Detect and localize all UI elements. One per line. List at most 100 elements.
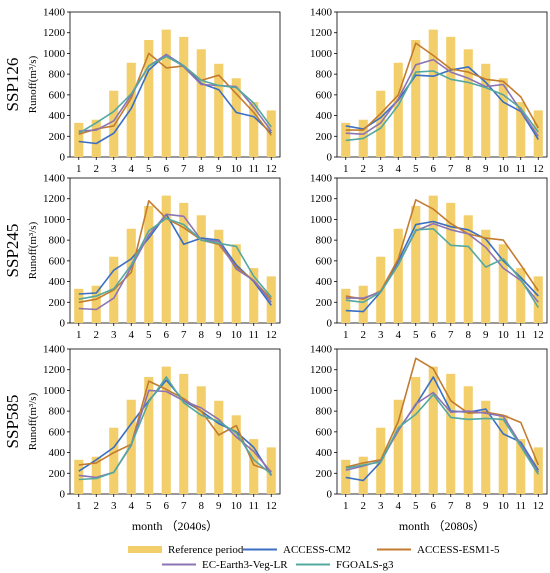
bar-reference-m11 <box>516 439 526 494</box>
line-fgoals-g3 <box>345 393 539 475</box>
x-tick-label: 2 <box>94 329 100 341</box>
y-tick-label: 200 <box>316 131 333 143</box>
x-tick-label: 5 <box>146 329 152 341</box>
bar-reference-m5 <box>411 205 421 323</box>
x-tick-label: 3 <box>111 500 117 512</box>
bar-reference-m8 <box>196 386 206 494</box>
y-tick-label: 1400 <box>310 344 333 356</box>
bar-reference-m5 <box>144 205 154 323</box>
bar-reference-m2 <box>91 456 101 494</box>
bar-reference-m3 <box>109 90 119 157</box>
x-tick-label: 5 <box>413 329 419 341</box>
x-tick-label: 4 <box>396 163 402 175</box>
x-tick-label: 1 <box>343 500 349 512</box>
bar-reference-m4 <box>393 399 403 494</box>
bar-reference-m8 <box>196 49 206 157</box>
y-tick-label: 600 <box>316 255 333 267</box>
x-tick-label: 3 <box>111 163 117 175</box>
bar-reference-m2 <box>91 285 101 323</box>
bar-reference-m10 <box>498 78 508 157</box>
bar-reference-m1 <box>74 288 84 323</box>
y-tick-label: 800 <box>316 406 333 418</box>
y-tick-label: 0 <box>327 152 333 164</box>
x-tick-label: 10 <box>231 329 243 341</box>
x-tick-label: 12 <box>266 500 277 512</box>
line-access-cm2 <box>78 53 272 145</box>
x-tick-label: 8 <box>466 163 472 175</box>
legend-item-reference-period: Reference period <box>128 544 244 556</box>
x-tick-label: 11 <box>515 500 526 512</box>
y-tick-label: 800 <box>316 235 333 247</box>
x-tick-label: 9 <box>483 329 489 341</box>
y-axis-label: Runoff(m³/s) <box>27 221 39 279</box>
line-access-esm1-5 <box>78 200 272 304</box>
x-tick-label: 6 <box>431 163 437 175</box>
x-tick-label: 6 <box>164 329 170 341</box>
line-access-esm1-5 <box>78 52 272 136</box>
x-tick-label: 7 <box>181 329 187 341</box>
legend-label: ACCESS-ESM1-5 <box>417 544 500 556</box>
bar-reference-m2 <box>358 285 368 323</box>
y-tick-label: 1400 <box>310 7 333 19</box>
bar-reference-m1 <box>341 288 351 323</box>
y-tick-label: 400 <box>49 110 66 122</box>
y-tick-label: 1200 <box>310 27 333 39</box>
y-axis-label: Runoff(m³/s) <box>27 55 39 113</box>
bar-reference-m7 <box>446 202 456 323</box>
x-tick-label: 5 <box>146 163 152 175</box>
x-tick-label: 9 <box>216 329 222 341</box>
y-tick-label: 800 <box>49 406 66 418</box>
x-tick-label: 8 <box>466 500 472 512</box>
y-tick-label: 800 <box>316 69 333 81</box>
bar-reference-m1 <box>74 122 84 157</box>
legend-swatch-bar <box>128 546 162 553</box>
y-tick-label: 1200 <box>43 27 66 39</box>
bar-reference-m1 <box>341 459 351 494</box>
x-tick-label: 8 <box>199 500 205 512</box>
y-tick-label: 1200 <box>310 193 333 205</box>
x-tick-label: 4 <box>129 329 135 341</box>
bar-reference-m9 <box>214 400 224 494</box>
y-tick-label: 0 <box>60 489 66 501</box>
bar-reference-m10 <box>231 244 241 323</box>
y-tick-label: 200 <box>49 131 66 143</box>
bar-reference-m7 <box>179 36 189 157</box>
y-tick-label: 800 <box>49 69 66 81</box>
x-tick-label: 8 <box>199 329 205 341</box>
bar-reference-m3 <box>376 90 386 157</box>
x-tick-label: 5 <box>146 500 152 512</box>
x-tick-label: 1 <box>76 329 82 341</box>
x-tick-label: 12 <box>266 329 277 341</box>
x-tick-label: 9 <box>216 500 222 512</box>
y-tick-label: 600 <box>316 426 333 438</box>
x-tick-label: 1 <box>76 500 82 512</box>
line-access-esm1-5 <box>78 380 272 472</box>
bar-reference-m5 <box>411 39 421 157</box>
x-tick-label: 10 <box>498 500 510 512</box>
x-tick-label: 12 <box>533 500 544 512</box>
x-tick-label: 9 <box>216 163 222 175</box>
x-tick-label: 2 <box>361 163 367 175</box>
x-tick-label: 4 <box>129 500 135 512</box>
line-ec-earth3-veg-lr <box>345 222 539 303</box>
bar-reference-m8 <box>196 215 206 323</box>
x-tick-label: 1 <box>343 163 349 175</box>
plot-frame <box>336 11 548 158</box>
x-tick-label: 2 <box>361 500 367 512</box>
y-tick-label: 1200 <box>43 364 66 376</box>
bar-reference-m6 <box>428 195 438 323</box>
row-label-ssp126: SSP126 <box>3 58 22 112</box>
x-tick-label: 8 <box>466 329 472 341</box>
legend-label: Reference period <box>168 544 244 556</box>
x-tick-label: 12 <box>533 163 544 175</box>
line-ec-earth3-veg-lr <box>78 213 272 311</box>
bar-reference-m5 <box>411 376 421 494</box>
y-tick-label: 1400 <box>43 173 66 185</box>
line-access-cm2 <box>345 220 539 313</box>
bar-reference-m6 <box>161 29 171 157</box>
line-ec-earth3-veg-lr <box>78 389 272 479</box>
y-tick-label: 1000 <box>43 385 66 397</box>
